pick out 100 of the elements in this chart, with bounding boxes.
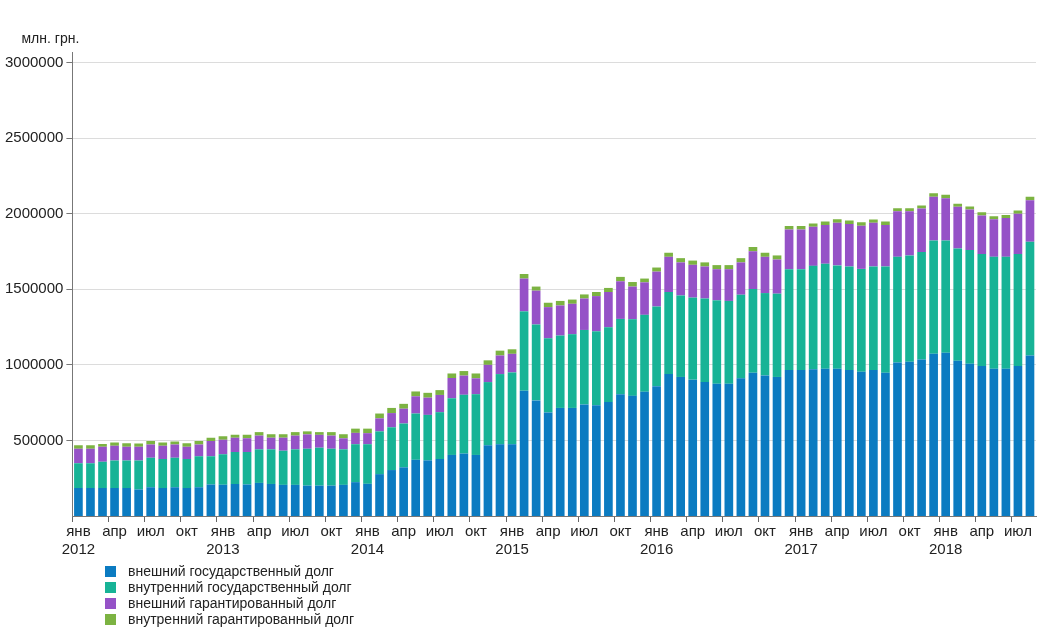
x-tick-label: янв 2012 — [61, 522, 96, 558]
bar — [628, 286, 637, 320]
bar — [796, 229, 806, 270]
y-axis-title: млн. грн. — [21, 29, 80, 46]
bar — [531, 286, 541, 291]
bar — [784, 226, 794, 230]
bar — [134, 446, 143, 461]
bar — [483, 364, 493, 383]
bar — [242, 484, 252, 516]
bar — [146, 457, 156, 488]
bar — [929, 240, 938, 354]
bar — [122, 443, 131, 447]
bar — [893, 211, 902, 257]
bar — [760, 375, 770, 516]
bar — [206, 484, 216, 516]
bar — [278, 434, 288, 438]
bar — [495, 355, 505, 375]
bar — [146, 441, 156, 445]
x-tick-label: янв 2014 — [350, 522, 385, 558]
bar — [314, 432, 324, 435]
bar — [98, 443, 107, 447]
bar — [688, 297, 698, 380]
bar — [266, 434, 276, 438]
bar — [640, 314, 649, 392]
bar — [519, 390, 529, 516]
bar — [302, 448, 312, 486]
bar — [592, 292, 601, 297]
bar — [182, 443, 192, 447]
bar — [977, 365, 987, 516]
bar — [604, 292, 613, 328]
bar — [555, 300, 565, 306]
bar — [820, 263, 830, 369]
bar — [1001, 215, 1011, 219]
bar — [676, 262, 686, 296]
bar — [844, 224, 854, 267]
bar — [134, 489, 143, 516]
x-tick-label: апр — [102, 522, 127, 540]
x-tick-label: окт — [464, 522, 487, 540]
bar — [929, 193, 938, 197]
bar — [832, 222, 842, 266]
bar — [411, 391, 421, 397]
bar — [134, 443, 143, 447]
x-tick-label: янв 2018 — [928, 522, 963, 558]
bar — [170, 457, 180, 488]
x-tick-label: окт — [320, 522, 343, 540]
bar — [495, 444, 505, 516]
bar — [760, 256, 770, 294]
bar — [724, 265, 734, 270]
bar — [905, 361, 914, 516]
bar — [893, 362, 902, 516]
bar — [86, 448, 95, 464]
bar — [194, 487, 204, 516]
bar — [483, 382, 493, 446]
bar — [640, 282, 649, 315]
bar — [712, 265, 722, 270]
bar — [302, 485, 312, 516]
bar — [339, 449, 348, 485]
bar — [1025, 241, 1035, 356]
bar — [652, 267, 661, 272]
bar — [327, 432, 336, 436]
bar — [1001, 256, 1011, 369]
bar — [242, 452, 252, 485]
x-tick-label: окт — [609, 522, 632, 540]
bar — [953, 248, 963, 361]
bar — [832, 265, 842, 369]
bar — [447, 398, 457, 455]
legend-label: внешний государственный долг — [128, 563, 334, 579]
bar — [832, 368, 842, 516]
bar — [941, 198, 950, 241]
bar — [604, 287, 613, 293]
bar — [604, 327, 613, 403]
bar — [327, 448, 336, 486]
bar — [327, 435, 336, 449]
bar — [230, 434, 240, 438]
bar — [1001, 218, 1011, 257]
bar — [893, 208, 902, 212]
x-tick-label: апр — [824, 522, 850, 540]
x-tick-label: апр — [246, 522, 272, 540]
bar — [820, 225, 830, 264]
bar — [989, 216, 999, 220]
bar — [977, 254, 987, 366]
x-tick-label: янв 2015 — [495, 522, 529, 558]
bar — [941, 352, 950, 516]
bar — [965, 209, 975, 250]
bar — [784, 370, 794, 516]
bar — [543, 412, 553, 516]
bar — [351, 444, 360, 483]
x-tick-label: апр — [969, 522, 995, 540]
bar — [339, 434, 348, 439]
bar — [471, 373, 481, 379]
bar — [399, 423, 408, 468]
bar — [844, 220, 854, 224]
bar — [314, 434, 324, 448]
bar — [844, 266, 854, 370]
bar — [230, 452, 240, 484]
bar — [314, 447, 324, 486]
bar — [423, 460, 433, 516]
bar — [808, 223, 818, 227]
x-tick-label: янв 2013 — [206, 522, 240, 558]
bar — [953, 203, 963, 207]
